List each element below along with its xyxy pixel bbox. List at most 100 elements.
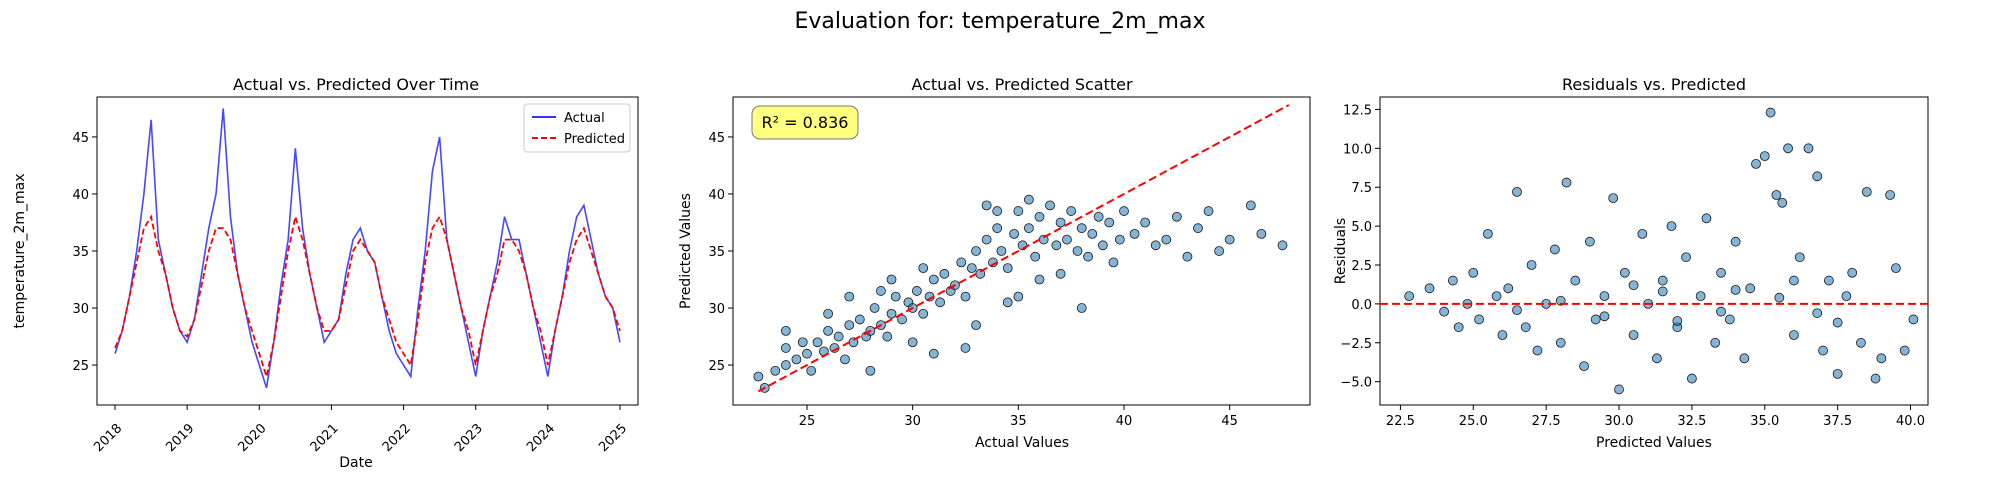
residual-point (1628, 280, 1639, 291)
residual-point (1424, 283, 1435, 294)
scatter-point (1171, 211, 1182, 222)
scatter-point (1214, 246, 1225, 256)
residual-point (1730, 236, 1741, 247)
panel2-title: Actual vs. Predicted Scatter (911, 75, 1133, 94)
residual-point (1520, 322, 1531, 333)
residual-point (1619, 267, 1630, 278)
scatter-point (1161, 234, 1172, 245)
scatter-point (806, 365, 817, 376)
panel2-xlabel: Actual Values (975, 435, 1069, 451)
x-tick-label: 35.0 (1750, 414, 1779, 429)
residual-point (1404, 291, 1415, 302)
residual-point (1686, 373, 1697, 384)
x-tick-label: 30 (904, 414, 921, 429)
y-tick-label: 25 (72, 359, 89, 374)
scatter-point (1013, 206, 1024, 216)
y-tick-label: 40 (72, 188, 89, 203)
scatter-point (1030, 251, 1041, 262)
residual-point (1716, 306, 1726, 317)
y-tick-label: −5.0 (1340, 376, 1372, 391)
panel3-title: Residuals vs. Predicted (1562, 75, 1746, 94)
scatter-point (1193, 223, 1203, 234)
residual-point (1856, 337, 1866, 348)
scatter-point (1034, 211, 1045, 222)
scatter-point (890, 291, 901, 302)
y-tick-label: 5.0 (1351, 220, 1372, 235)
residual-point (1812, 171, 1823, 182)
residual-point (1823, 275, 1834, 286)
scatter-point (1277, 240, 1288, 251)
residual-point (1482, 228, 1493, 239)
scatter-point (1224, 234, 1235, 245)
scatter-point (897, 314, 907, 325)
panel2-ylabel: Predicted Values (678, 193, 694, 309)
scatter-point (971, 246, 981, 256)
residual-point (1491, 291, 1502, 302)
residual-point (1590, 314, 1601, 325)
residual-point (1657, 286, 1668, 297)
scatter-point (1023, 223, 1034, 234)
scatter-point (981, 234, 992, 245)
scatter-point (960, 343, 971, 353)
scatter-point (823, 325, 834, 336)
residual-point (1555, 337, 1566, 348)
residual-point (1751, 158, 1761, 169)
scatter-point (971, 320, 981, 331)
scatter-point (1013, 291, 1024, 302)
scatter-point (981, 200, 992, 211)
x-tick-label: 40 (1116, 414, 1133, 429)
scatter-point (1150, 240, 1161, 251)
residual-point (1701, 213, 1712, 224)
scatter-point (791, 354, 802, 365)
scatter-point (907, 337, 918, 348)
scatter-point (770, 365, 781, 376)
scatter-point (840, 354, 850, 365)
scatter-point (996, 246, 1007, 256)
residual-point (1532, 345, 1543, 356)
residual-point (1861, 186, 1872, 197)
scatter-point (1140, 217, 1151, 228)
x-tick-label: 37.5 (1823, 414, 1852, 429)
panel1-legend: Actual Predicted (523, 103, 631, 153)
scatter-point (966, 263, 977, 274)
scatter-point (1129, 228, 1140, 239)
scatter-point (1076, 303, 1087, 313)
panel3-ylabel: Residuals (1333, 218, 1349, 284)
panel3-xlabel: Predicted Values (1596, 435, 1712, 451)
residual-point (1526, 260, 1537, 270)
scatter-point (844, 291, 855, 302)
scatter-point (1055, 268, 1066, 279)
residual-point (1681, 252, 1691, 263)
scatter-point (802, 348, 812, 359)
residual-point (1832, 368, 1843, 379)
residual-point (1759, 151, 1770, 162)
scatter-point (1066, 206, 1077, 216)
residual-point (1570, 275, 1581, 286)
x-tick-label: 25 (799, 414, 816, 429)
residual-point (1899, 345, 1910, 356)
residual-point (1847, 267, 1858, 278)
r-squared-text: R² = 0.836 (762, 113, 849, 132)
residual-point (1891, 263, 1901, 274)
scatter-point (876, 286, 886, 296)
scatter-point (911, 286, 922, 296)
residual-point (1771, 190, 1782, 200)
y-tick-label: 7.5 (1351, 181, 1372, 196)
residual-point (1474, 314, 1485, 325)
scatter-point (823, 308, 834, 319)
panel1-ylabel: temperature_2m_max (12, 173, 28, 328)
scatter-point (1083, 251, 1093, 262)
scatter-point (780, 343, 791, 353)
scatter-point (918, 263, 929, 274)
panel3-plot-area (1379, 96, 1929, 406)
residual-point (1870, 373, 1881, 384)
scatter-point (1114, 234, 1125, 245)
residual-point (1789, 275, 1799, 286)
r-squared-box (751, 105, 859, 140)
scatter-point (797, 337, 808, 348)
y-tick-label: 45 (708, 131, 725, 146)
residual-point (1652, 353, 1662, 364)
residual-point (1599, 311, 1610, 322)
panel2-plot-area (732, 96, 1311, 406)
scatter-point (1087, 228, 1098, 239)
